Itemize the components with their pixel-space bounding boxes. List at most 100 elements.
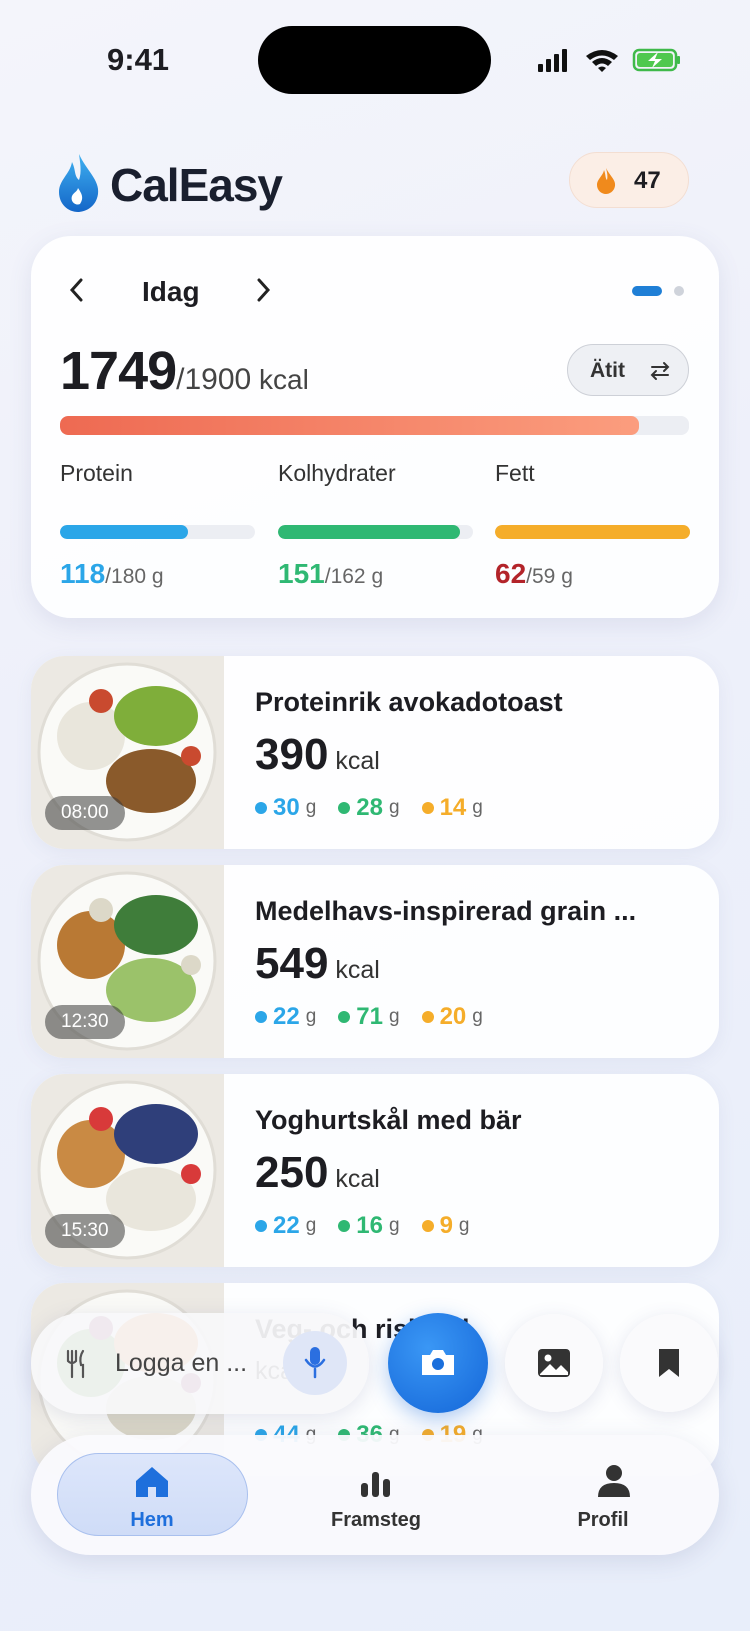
tab-label[interactable]: Hem [130,1509,174,1531]
meal-kcal: 250 kcal [255,1148,380,1198]
macro-value: 151 [278,558,325,589]
slash: / [324,565,331,588]
meal-name: Medelhavs-inspirerad grain ... [255,896,637,926]
kcal-value: 390 [255,730,329,779]
macro-name: Protein [60,460,133,486]
kcal-unit: kcal [335,956,380,984]
macro-track [60,525,255,539]
summary-card: Idag 1749/1900 kcal Ätit Protein 118/180 … [31,236,719,618]
kcal-unit: kcal [335,1165,380,1193]
macro-value: 62 [495,558,527,589]
camera-button[interactable] [388,1313,488,1413]
meal-name: Proteinrik avokadotoast [255,687,563,717]
meal-macro: 28 g [338,794,400,822]
macro-unit: g [561,565,573,588]
meal-macro: 22 g [255,1003,316,1031]
macro-bar [495,525,690,539]
macro-unit: g [151,565,164,588]
meal-time: 15:30 [45,1214,125,1248]
consumed: 1749 [60,341,177,401]
profile-icon [598,1465,630,1497]
meal-macro-value: 16 [356,1212,383,1239]
saved-button[interactable] [620,1314,718,1412]
macro-dot [338,1011,351,1023]
macro-dot [421,1220,434,1232]
calorie-total: 1749/1900 kcal [60,340,309,402]
mode-button[interactable]: Ätit [567,344,689,396]
meal-macro-value: 30 [273,794,300,821]
tab-label[interactable]: Framsteg [330,1509,422,1531]
macro-goal: 59 [532,565,556,588]
meal-macro-unit: g [305,1006,317,1027]
macro-bar [60,525,188,539]
macro-name: Fett [495,460,535,486]
kcal-unit: kcal [335,747,380,775]
unit-text: kcal [259,364,309,395]
meal-macro-unit: g [305,1215,317,1236]
meal-macro: 20 g [421,1003,483,1031]
meal-macro-unit: g [472,1006,483,1027]
meal-macro-unit: g [389,1424,400,1446]
meal-card[interactable]: 12:30 Medelhavs-inspirerad grain ... 549 k… [31,865,719,1058]
meal-time: 12:30 [45,1005,125,1039]
slash: / [105,565,112,588]
logo-icon [59,154,99,212]
page-dot [674,286,684,296]
meal-macro-unit: g [472,1424,483,1446]
macro-track [495,525,690,539]
input-placeholder: Logga en ... [115,1349,248,1377]
meal-macro-value: 20 [439,1003,467,1030]
macro-goal: 180 [111,565,147,588]
meal-macro-unit: g [458,1215,470,1236]
meal-time: 08:00 [45,796,125,830]
meal-kcal: 390 kcal [255,730,380,780]
macro-dot [421,802,434,814]
calorie-bar [60,416,639,435]
meal-macro-unit: g [388,1215,400,1236]
meal-macro: 14 g [421,794,483,822]
macro-amount: 62/59 g [495,558,573,590]
meal-macro-unit: g [388,797,400,818]
streak-count: 47 [634,167,661,194]
status-icons [538,48,680,72]
meal-macro-unit: g [305,797,317,818]
meal-macro-value: 14 [439,794,467,821]
prev-day[interactable] [67,276,87,304]
meal-name: Yoghurtskål med bär [255,1105,522,1135]
mode-label: Ätit [590,359,625,382]
meal-macro: 16 g [338,1212,400,1240]
tab-bar: Hem Framsteg Profil [31,1435,719,1555]
meal-macro-value: 22 [273,1003,300,1030]
goal: 1900 [184,363,252,396]
meal-card[interactable]: 08:00 Proteinrik avokadotoast 390 kcal 30 g 2… [31,656,719,849]
next-day[interactable] [253,276,273,304]
macro-dot [421,1011,434,1023]
dynamic-island [258,26,491,94]
streak-pill[interactable]: 47 [569,152,689,208]
meal-card[interactable]: 15:30 Yoghurtskål med bär 250 kcal 22 g 16 g 9 g [31,1074,719,1267]
meal-macro-value: 28 [356,794,383,821]
meal-macro-value: 71 [356,1003,383,1030]
meal-macros: 30 g 28 g 14 g [255,794,483,822]
slash: / [176,363,185,396]
meal-macro-value: 22 [273,1212,300,1239]
gallery-button[interactable] [505,1314,603,1412]
log-input[interactable]: Logga en ... [31,1313,369,1414]
meal-macro: 30 g [255,794,316,822]
day-label: Idag [142,276,200,307]
calorie-track [60,416,689,435]
meal-macro-unit: g [472,797,483,818]
mic-button[interactable] [283,1331,347,1395]
tab-highlight [57,1453,248,1536]
home-icon [136,1467,168,1497]
macro-track [278,525,473,539]
macro-dot [255,1220,267,1232]
meal-macro: 22 g [255,1212,316,1240]
tab-label[interactable]: Profil [577,1509,629,1531]
meal-macros: 22 g 71 g 20 g [255,1003,483,1031]
meal-macro-unit: g [306,1424,317,1446]
page-dot-active [632,286,662,296]
macro-unit: g [371,565,384,588]
